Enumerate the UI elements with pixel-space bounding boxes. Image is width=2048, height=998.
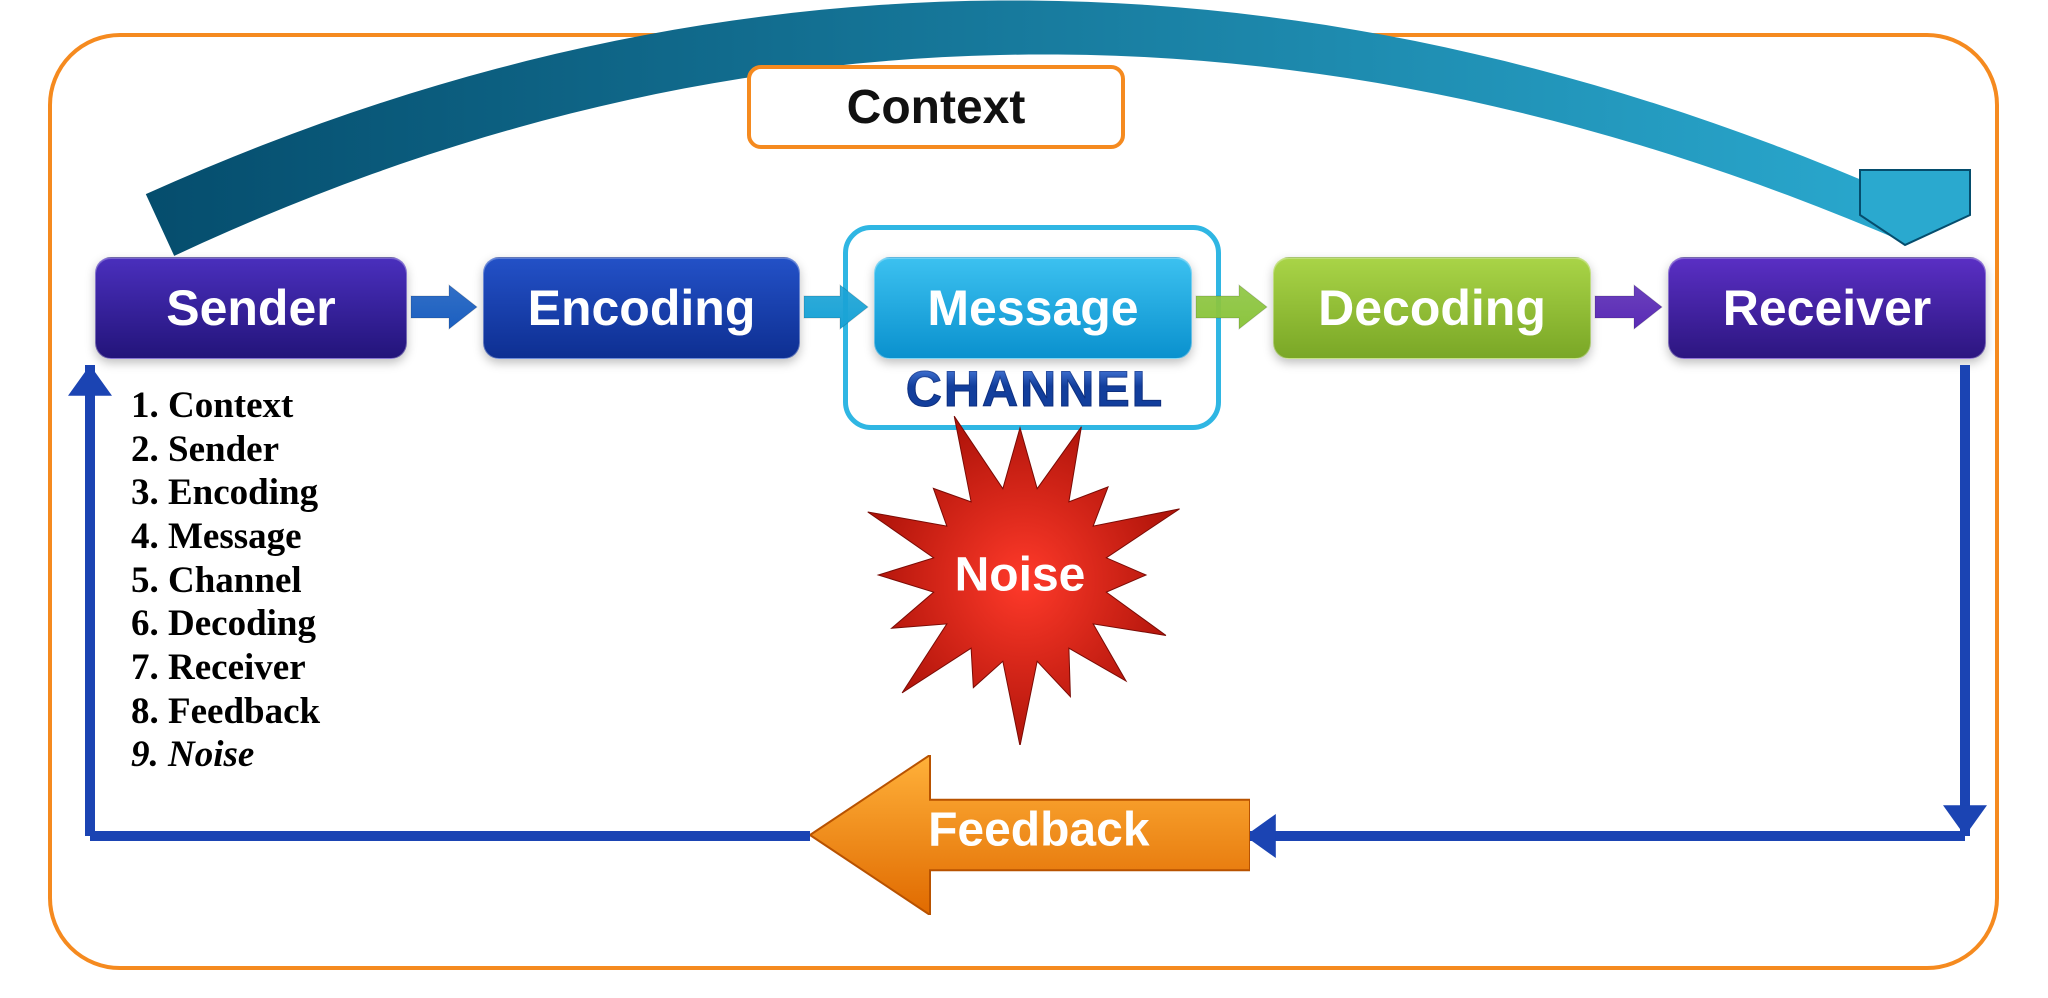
feedback-label: Feedback [928, 803, 1149, 858]
feedback-arrow: Feedback [810, 755, 1250, 915]
